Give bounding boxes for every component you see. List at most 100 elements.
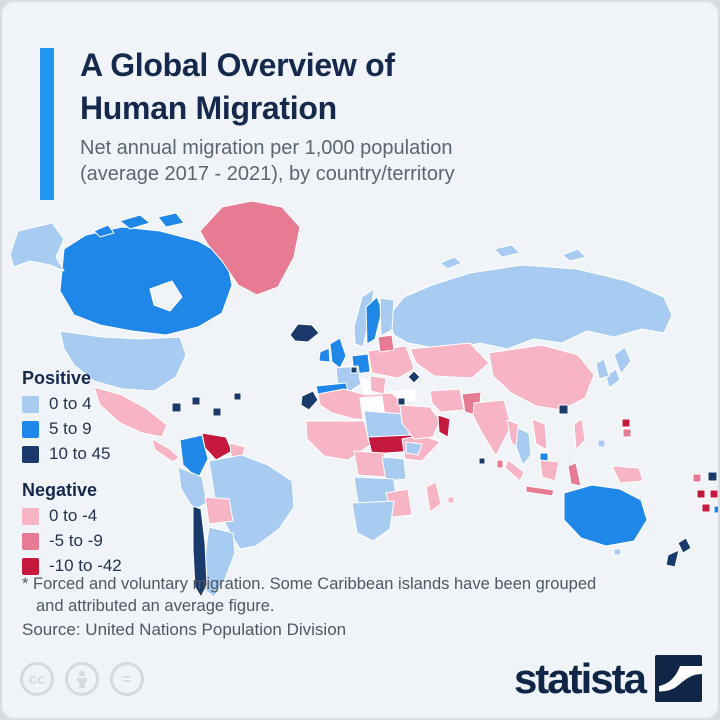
region-finland [379,297,395,337]
region-alaska [9,222,65,272]
region-chile [192,505,208,598]
region-canada [59,226,233,336]
region-caribbean [171,402,182,413]
region-japan [605,368,621,389]
region-canada [119,214,151,230]
page-title: A Global Overview of Human Migration [80,44,395,129]
region-drc [353,450,387,478]
region-south-korea [595,358,610,380]
legend-positive-header: Positive [22,368,92,388]
legend-item: 10 to 45 [22,444,122,464]
region-tasmania [613,548,622,556]
title-line1: A Global Overview of [80,47,395,83]
region-pacific-navy [707,471,718,482]
legend-negative-items: 0 to -4 -5 to -9 -10 to -42 [22,506,122,576]
legend-item: 0 to -4 [22,506,122,526]
region-central-asia [409,342,490,379]
region-russia [493,244,521,258]
region-russia [561,248,587,262]
region-sumatra [504,459,525,482]
region-ethiopia [405,441,423,456]
region-central-america [151,438,180,463]
region-hudson-bay [149,280,183,312]
region-sweden [365,296,383,345]
legend-item: -5 to -9 [22,531,122,551]
region-canada [157,212,185,228]
legend-group-negative: Negative 0 to -4 -5 to -9 -10 to -42 [22,480,122,576]
legend-swatch [22,420,39,438]
region-pacific-rose [692,473,702,483]
accent-bar [40,48,54,200]
legend-item: -10 to -42 [22,556,122,576]
region-saudi-arabia [399,404,441,440]
region-uk [329,337,347,369]
region-baltics [377,334,395,353]
footnote: * Forced and voluntary migration. Some C… [22,573,596,618]
legend-group-positive: Positive 0 to 4 5 to 9 10 to 45 [22,368,122,464]
legend-label: 5 to 9 [49,419,92,438]
region-peru [177,466,208,511]
region-vietnam [531,418,548,451]
region-argentina [204,526,236,598]
region-western-sahara [300,390,319,411]
region-pacific-red-3 [701,503,711,513]
legend-swatch [22,557,39,575]
map-legend: Positive 0 to 4 5 to 9 10 to 45 Negative 0… [22,368,122,581]
region-pacific-red-2 [709,489,718,499]
legend-label: -10 to -42 [49,556,122,575]
region-pacific-red-1 [696,489,706,499]
region-maldives [478,457,486,465]
region-japan [613,346,632,375]
world-choropleth-map [9,200,718,598]
region-iceland [289,323,320,343]
region-mauritius [447,496,455,504]
region-philippines [573,418,586,451]
region-ireland [318,347,331,363]
region-greenland [199,200,301,296]
statista-wordmark: statista [513,655,647,702]
region-papua-new-guinea [611,465,644,484]
legend-swatch [22,532,39,550]
region-canada [93,224,115,238]
legend-negative-header: Negative [22,480,98,500]
legend-positive-items: 0 to 4 5 to 9 10 to 45 [22,394,122,464]
region-venezuela [201,432,233,461]
footnote-line1: * Forced and voluntary migration. Some C… [22,575,597,593]
footnote-line2: and attributed an average figure. [36,597,275,616]
region-armenia [407,370,421,384]
region-russia [387,264,673,350]
legend-swatch [22,445,39,463]
subtitle-line2: (average 2017 - 2021), by country/territ… [80,162,455,185]
region-india [472,399,512,457]
region-caribbean [233,392,242,401]
cc-license-icon[interactable]: cc [20,662,54,696]
statista-logo[interactable]: statista [514,655,702,702]
region-new-zealand [677,537,692,554]
cc-nd-icon[interactable]: = [110,662,144,696]
subtitle-line1: Net annual migration per 1,000 populatio… [80,137,453,159]
region-luxembourg [350,366,358,374]
region-madagascar [425,481,442,513]
title-line2: Human Migration [80,89,337,126]
region-micronesia-red [621,418,631,428]
region-sulawesi [567,462,582,487]
cc-attribution-icon[interactable] [65,662,99,696]
region-balkans [369,375,387,395]
region-borneo [539,459,560,482]
region-russia [439,256,463,270]
legend-swatch [22,507,39,525]
region-sahel-west-africa [305,420,371,461]
region-poland-east-europe [367,345,415,379]
region-bolivia [204,496,234,525]
region-colombia [179,434,209,480]
legend-swatch [22,395,39,413]
legend-item: 0 to 4 [22,394,122,414]
region-mexico [93,386,168,438]
region-oman [437,414,451,438]
region-caribbean [212,407,222,417]
region-china [488,344,595,411]
region-sri-lanka [496,459,504,469]
region-palau [597,439,606,448]
region-micronesia-rose [622,428,632,438]
